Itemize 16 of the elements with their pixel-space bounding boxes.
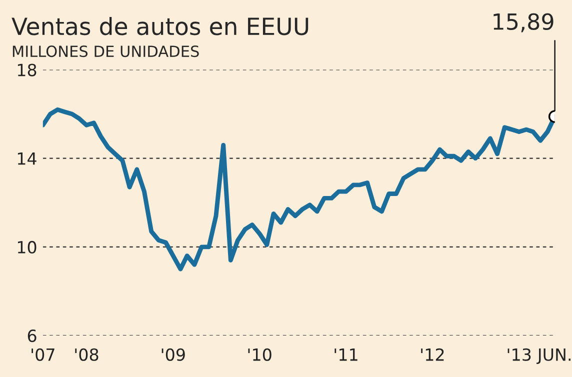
y-tick-label: 18 bbox=[18, 64, 36, 76]
y-tick-label: 14 bbox=[18, 152, 36, 165]
x-tick-label: '10 bbox=[248, 348, 272, 361]
x-tick-label: '11 bbox=[334, 348, 358, 361]
y-tick-label: 6 bbox=[28, 329, 36, 342]
x-tick-label: '07 bbox=[32, 348, 54, 361]
x-tick-label: '12 bbox=[421, 348, 444, 361]
x-tick-label: '09 bbox=[162, 348, 185, 361]
line-series bbox=[42, 107, 555, 272]
y-tick-label: 10 bbox=[18, 240, 36, 254]
x-tick-label: JUN. bbox=[536, 348, 570, 364]
x-tick-label: '13 bbox=[508, 348, 531, 361]
chart-subtitle: MILLONES DE UNIDADES bbox=[12, 46, 199, 58]
chart-title: Ventas de autos en EEUU bbox=[12, 16, 308, 36]
x-tick-label: '08 bbox=[75, 348, 98, 361]
annotation: 15,89 bbox=[494, 13, 554, 32]
